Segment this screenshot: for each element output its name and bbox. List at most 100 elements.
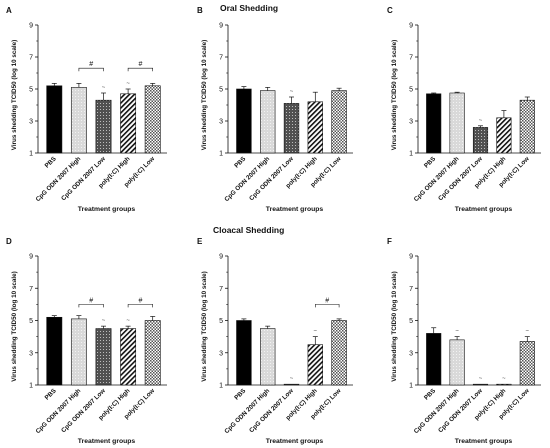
y-tick-label: 7 — [409, 55, 413, 62]
significance-bracket: # — [127, 61, 153, 72]
y-axis-label: Virus shedding TCID50 (log 10 scale) — [391, 40, 398, 150]
y-tick-label: 9 — [219, 23, 223, 30]
y-tick-label: 3 — [29, 119, 33, 126]
tilde-marker: ~ — [479, 376, 483, 382]
tilde-marker: ~ — [479, 118, 483, 124]
y-tick-label: 5 — [219, 87, 223, 94]
panel-letter: C — [387, 6, 393, 15]
tilde-marker: ~ — [290, 376, 294, 382]
category-label: CpG ODN 2007 High — [223, 155, 271, 203]
category-label: CpG ODN 2007 High — [223, 387, 271, 435]
tilde-marker: ~ — [455, 329, 459, 335]
category-label: PBS — [233, 155, 247, 169]
panel-letter: E — [197, 237, 203, 246]
tilde-marker: ~ — [290, 89, 294, 95]
tilde-marker: ~ — [126, 81, 130, 87]
y-tick-label: 1 — [219, 151, 223, 158]
bar-1 — [46, 316, 63, 386]
y-tick-label: 1 — [409, 151, 413, 158]
category-label: CpG ODN 2007 Low — [60, 387, 107, 434]
y-tick-label: 7 — [29, 55, 33, 62]
y-axis-label: Virus shedding TCID50 (log 10 scale) — [11, 40, 18, 150]
bracket-line — [127, 67, 153, 72]
bar-1 — [236, 320, 252, 386]
error-bar-1 — [431, 92, 437, 94]
significance-bracket: # — [315, 297, 340, 308]
error-bar-5 — [524, 96, 530, 101]
x-axis-label: Treatment groups — [266, 206, 324, 213]
bar-2 — [449, 92, 465, 154]
error-bar-4 — [501, 110, 507, 118]
bar-3 — [283, 103, 300, 154]
category-label: CpG ODN 2007 Low — [60, 155, 107, 202]
y-tick-label: 5 — [219, 318, 223, 325]
bar-5 — [331, 90, 347, 154]
error-bar-2 — [76, 83, 82, 88]
x-axis-label: Treatment groups — [455, 438, 513, 445]
y-axis-label: Virus shedding TCID50 (log 10 scale) — [391, 271, 398, 381]
y-tick-label: 3 — [219, 350, 223, 357]
category-label: CpG ODN 2007 High — [35, 155, 83, 203]
bracket-label: # — [138, 297, 142, 304]
error-bar-4 — [125, 325, 131, 329]
cloacal-shedding-title: Cloacal Shedding — [213, 225, 285, 235]
y-tick-label: 5 — [29, 87, 33, 94]
oral-shedding-title: Oral Shedding — [220, 3, 279, 13]
panel-d: D 1 3 5 7 9 Virus shedding TCID50 (log 10 scal… — [6, 237, 167, 445]
bar-2 — [70, 318, 87, 386]
category-label: CpG ODN 2007 High — [35, 387, 83, 435]
bar-1 — [426, 333, 442, 386]
bracket-line — [127, 304, 153, 308]
y-tick-label: 5 — [29, 318, 33, 325]
error-bar-1 — [241, 86, 247, 89]
bar-3 — [95, 328, 112, 386]
category-label: PBS — [423, 387, 437, 401]
category-label: CpG ODN 2007 Low — [437, 387, 484, 434]
bracket-label: # — [325, 297, 329, 304]
panel-letter: A — [6, 6, 12, 15]
y-axis-label: Virus shedding TCID50 (log 10 scale) — [201, 271, 208, 381]
error-bar-1 — [51, 83, 57, 86]
y-tick-label: 9 — [219, 254, 223, 261]
error-bar-5 — [336, 87, 342, 91]
category-label: CpG ODN 2007 Low — [437, 155, 484, 202]
bracket-line — [78, 67, 104, 72]
panel-b: B 1 3 5 7 9 Virus shedding TCID50 (log 10 scal… — [197, 6, 353, 213]
tilde-marker: ~ — [102, 318, 106, 324]
panel-c: C 1 3 5 7 9 Virus shedding TCID50 (log 10 scal… — [387, 6, 541, 213]
y-tick-label: 1 — [29, 383, 33, 390]
bar-4 — [120, 328, 137, 386]
bar-4 — [307, 344, 323, 386]
y-tick-label: 3 — [29, 350, 33, 357]
bracket-line — [315, 304, 340, 308]
y-tick-label: 7 — [29, 286, 33, 293]
bar-4 — [496, 383, 512, 386]
bar-5 — [331, 320, 347, 386]
bar-1 — [46, 85, 63, 154]
tilde-marker: ~ — [126, 318, 130, 324]
bar-3 — [472, 127, 489, 154]
error-bar-3 — [289, 96, 294, 104]
y-tick-label: 7 — [409, 286, 413, 293]
error-bar-5 — [336, 318, 342, 321]
bar-5 — [519, 99, 535, 154]
category-label: PBS — [44, 155, 58, 169]
tilde-marker: ~ — [102, 85, 106, 91]
bracket-label: # — [89, 297, 93, 304]
bracket-line — [78, 304, 104, 308]
y-tick-label: 5 — [409, 318, 413, 325]
bar-5 — [519, 341, 535, 386]
y-tick-label: 9 — [29, 254, 33, 261]
y-axis-label: Virus shedding TCID50 (log 10 scale) — [201, 40, 208, 150]
bar-1 — [426, 93, 442, 154]
error-bar-4 — [312, 336, 318, 345]
panel-e: E 1 3 5 7 9 Virus shedding TCID50 (log 10 scal… — [197, 237, 353, 445]
bar-2 — [70, 87, 87, 154]
error-bar-5 — [150, 83, 156, 86]
category-label: CpG ODN 2007 High — [413, 387, 461, 435]
x-axis-label: Treatment groups — [266, 438, 324, 445]
bar-3 — [283, 383, 300, 386]
y-axis-label: Virus shedding TCID50 (log 10 scale) — [11, 271, 18, 381]
panel-a: A 1 3 5 7 9 Virus shedding TCID50 (log 10 scal… — [6, 6, 167, 213]
